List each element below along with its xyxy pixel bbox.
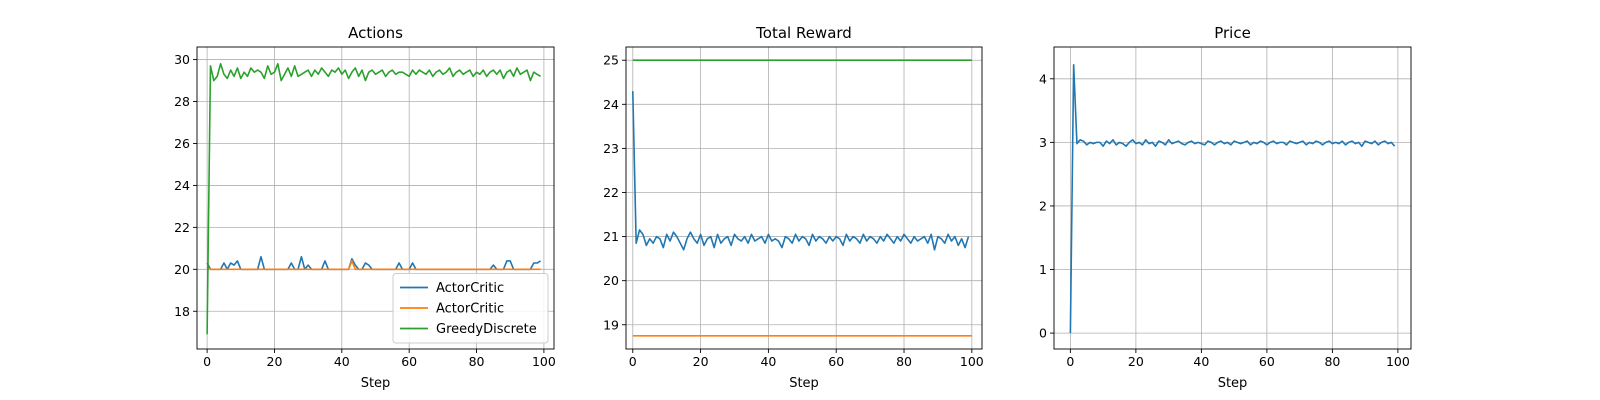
plot-area [625, 46, 983, 350]
x-tick-label: 40 [334, 354, 350, 369]
x-tick-label: 100 [960, 354, 984, 369]
y-tick-label: 25 [603, 53, 619, 68]
y-tick-label: 1 [1039, 262, 1047, 277]
x-tick-label: 60 [1259, 354, 1275, 369]
y-tick-label: 21 [603, 229, 619, 244]
legend-label: ActorCritic [436, 281, 504, 296]
series-line-0 [631, 91, 970, 251]
x-tick-label: 80 [896, 354, 912, 369]
series-line-1 [206, 260, 541, 271]
x-axis-label: Step [1218, 376, 1248, 391]
legend-label: GreedyDiscrete [436, 322, 537, 337]
legend-frame [392, 273, 549, 344]
axes-frame [1053, 46, 1412, 350]
y-tick-label: 22 [174, 220, 190, 235]
x-tick-label: 80 [469, 354, 485, 369]
y-tick-label: 24 [174, 178, 190, 193]
axes-frame [196, 46, 555, 350]
plot-area [1053, 46, 1412, 350]
chart-title: Price [1214, 24, 1251, 42]
y-tick-label: 18 [174, 304, 190, 319]
x-tick-label: 60 [401, 354, 417, 369]
chart-title: Total Reward [755, 24, 852, 42]
x-tick-label: 0 [203, 354, 211, 369]
x-axis-label: Step [361, 376, 391, 391]
chart-title: Actions [348, 24, 403, 42]
x-tick-label: 0 [1066, 354, 1074, 369]
y-tick-label: 28 [174, 94, 190, 109]
y-tick-label: 19 [603, 317, 619, 332]
series-line-0 [1069, 64, 1396, 334]
legend-label: ActorCritic [436, 302, 504, 317]
x-tick-label: 20 [693, 354, 709, 369]
y-tick-label: 20 [174, 262, 190, 277]
y-tick-label: 2 [1039, 198, 1047, 213]
chart-actions: Actions Step 0 20 40 60 80 100 18 20 22 24 26 28 30 A… [174, 24, 556, 391]
chart-price: Price Step 0 20 40 60 80 100 0 1 2 3 4 [1039, 24, 1412, 391]
y-tick-label: 3 [1039, 135, 1047, 150]
x-axis-label: Step [789, 376, 819, 391]
chart-total-reward: Total Reward Step 0 20 40 60 80 100 19 20 21 22 23… [603, 24, 984, 391]
x-tick-label: 40 [1193, 354, 1209, 369]
series-line-2 [206, 62, 541, 335]
y-tick-label: 20 [603, 273, 619, 288]
x-tick-label: 60 [828, 354, 844, 369]
legend: ActorCritic ActorCritic GreedyDiscrete [392, 273, 549, 344]
y-tick-label: 4 [1039, 71, 1047, 86]
x-tick-label: 0 [629, 354, 637, 369]
x-tick-label: 20 [267, 354, 283, 369]
x-tick-label: 20 [1128, 354, 1144, 369]
y-tick-label: 24 [603, 97, 619, 112]
x-tick-label: 40 [760, 354, 776, 369]
x-tick-label: 100 [1386, 354, 1410, 369]
y-tick-label: 23 [603, 141, 619, 156]
x-tick-label: 100 [532, 354, 556, 369]
y-tick-label: 30 [174, 52, 190, 67]
x-tick-label: 80 [1324, 354, 1340, 369]
y-tick-label: 22 [603, 185, 619, 200]
y-tick-label: 0 [1039, 326, 1047, 341]
y-tick-label: 26 [174, 136, 190, 151]
axes-frame [625, 46, 983, 350]
